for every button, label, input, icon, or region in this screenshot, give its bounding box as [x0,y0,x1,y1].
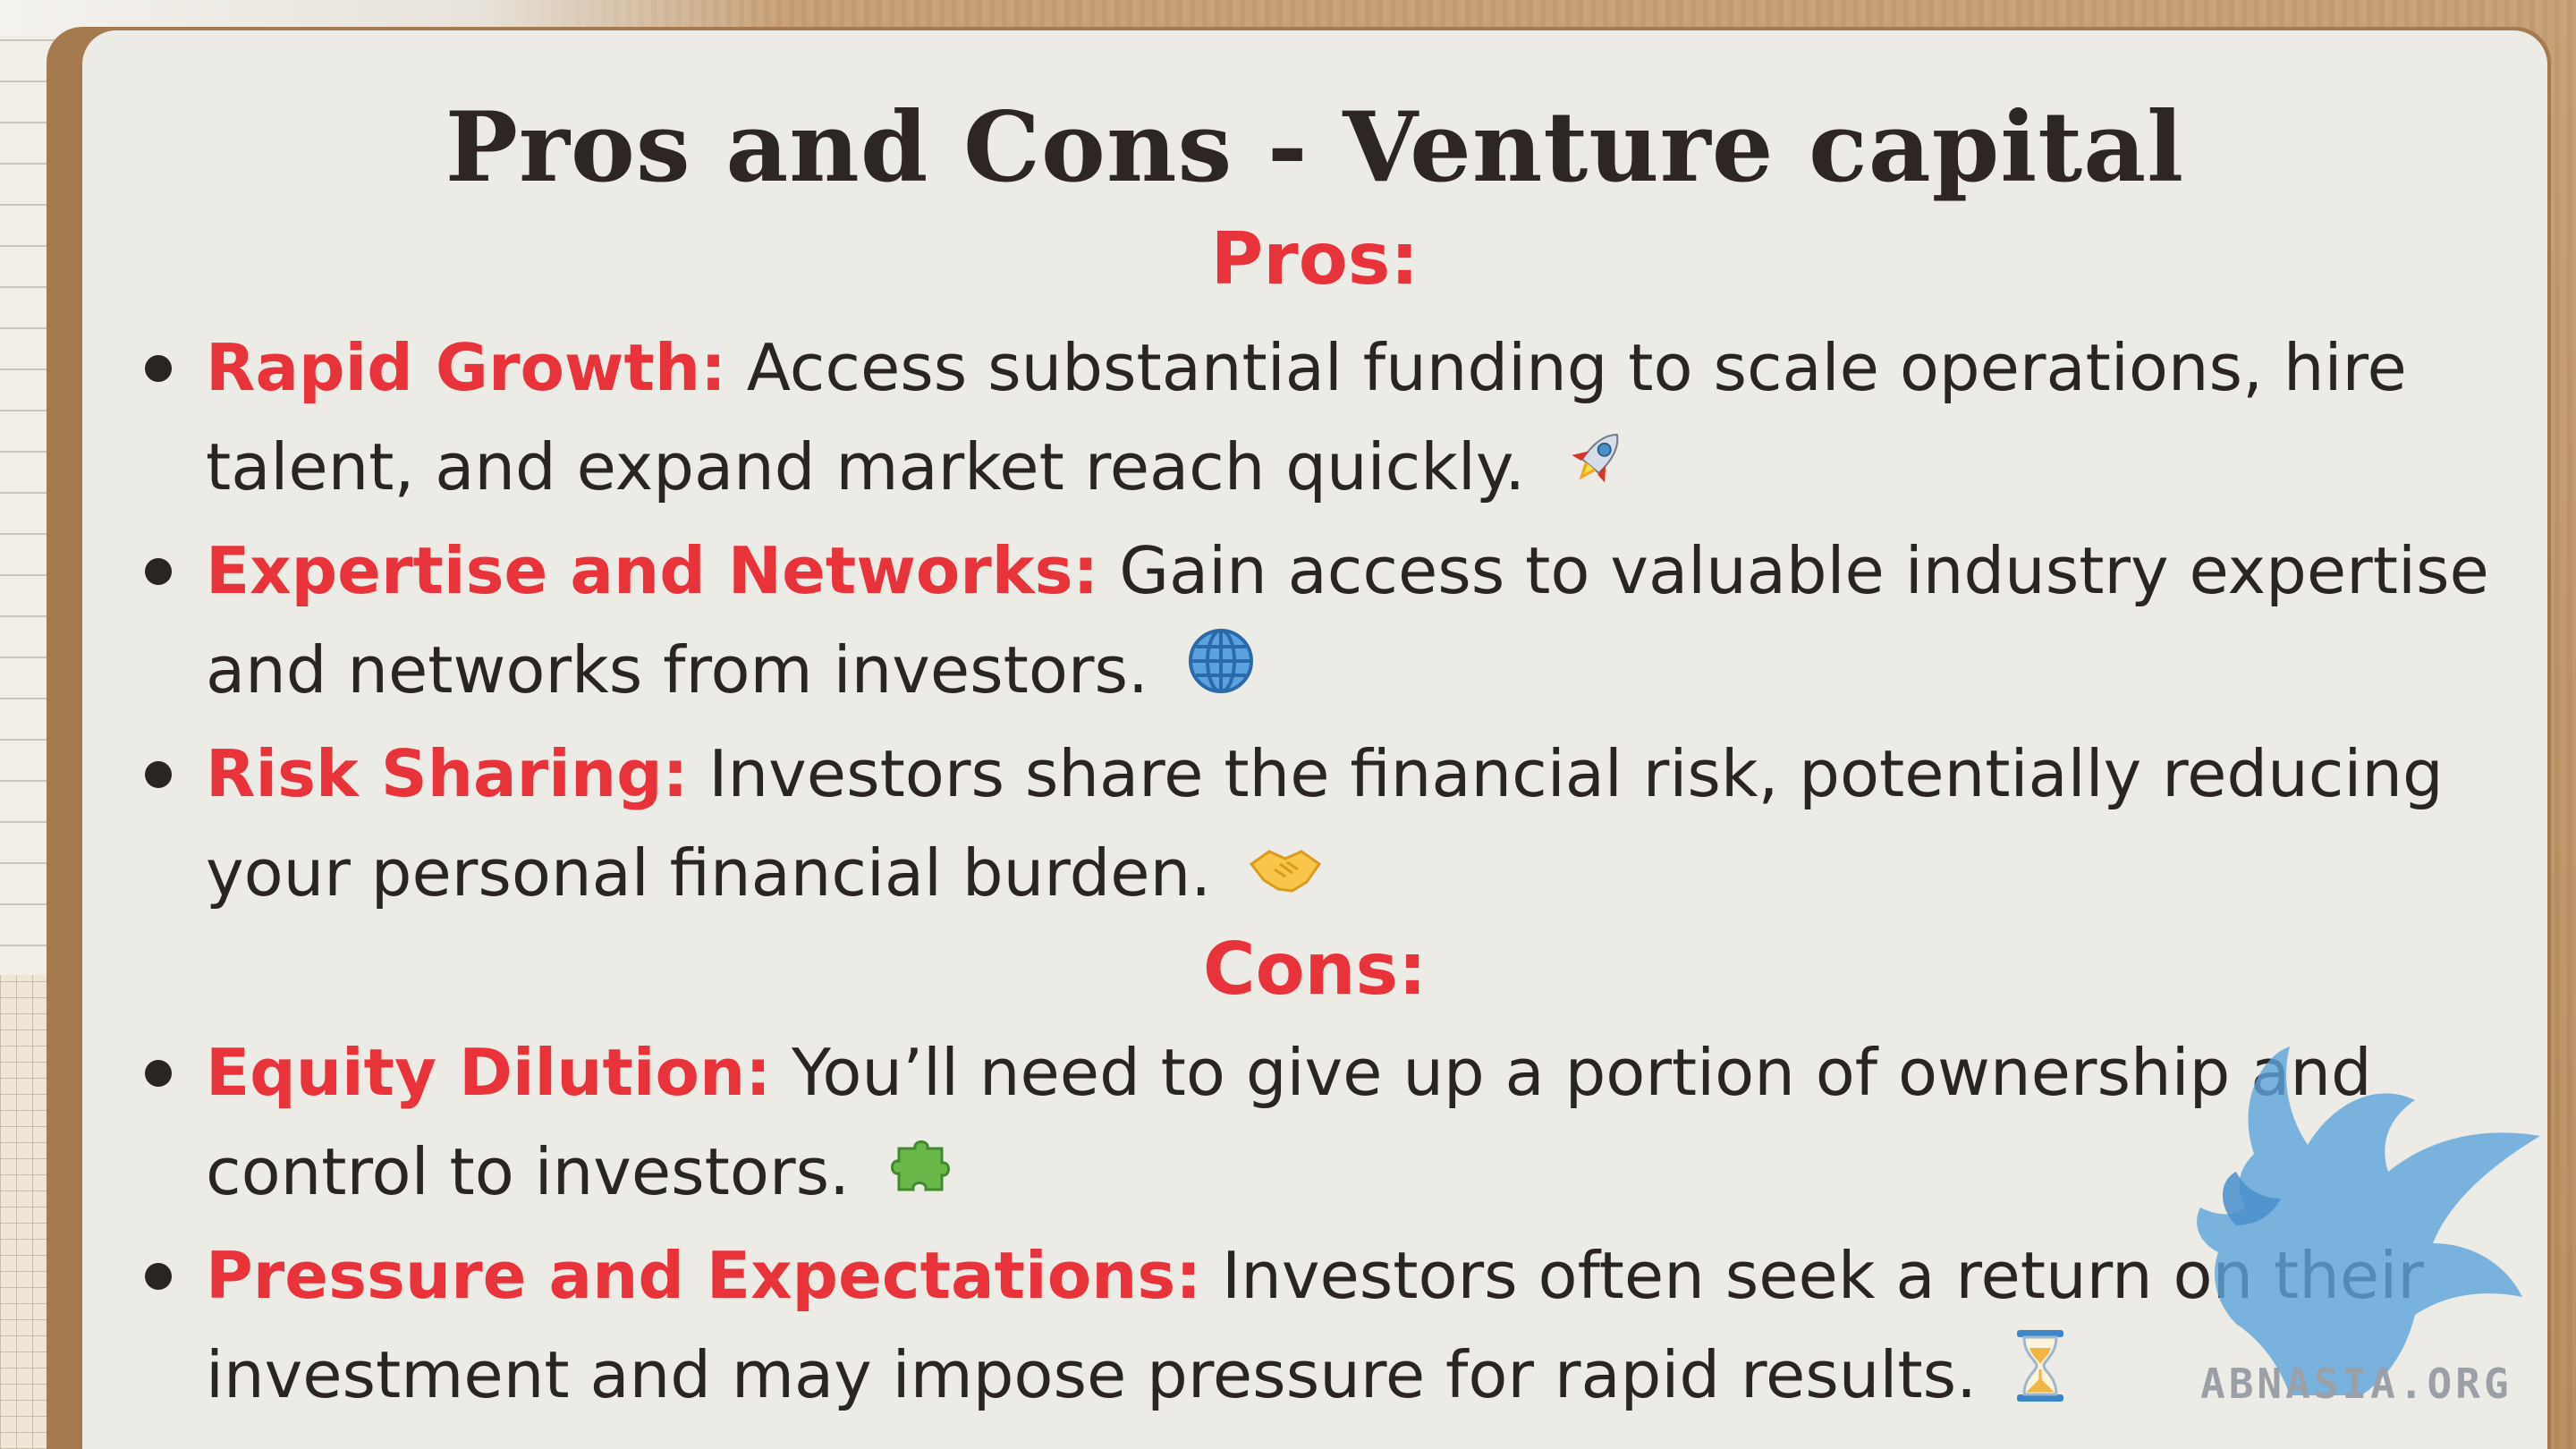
rocket-icon [1562,422,1633,521]
pros-item-rapid-growth: Rapid Growth: Access substantial funding… [134,318,2522,521]
pros-description: Gain access to valuable industry experti… [206,532,2489,708]
pros-heading: Pros: [1210,217,1419,301]
pros-list: Rapid Growth: Access substantial funding… [134,318,2522,928]
bullet-icon [145,760,172,788]
cons-list: Equity Dilution: You’ll need to give up … [134,1023,2522,1431]
griffin-logo-icon [2182,1046,2567,1440]
bullet-icon [145,355,172,382]
cons-heading: Cons: [1202,928,1428,1011]
pros-term: Expertise and Networks: [206,532,1099,608]
pros-description: Investors share the financial risk, pote… [206,735,2444,911]
bullet-icon [145,557,172,585]
hourglass-icon [2013,1328,2067,1431]
globe-icon [1185,625,1257,724]
pros-item-risk-sharing: Risk Sharing: Investors share the financ… [134,724,2522,928]
cons-item-equity-dilution: Equity Dilution: You’ll need to give up … [134,1023,2522,1226]
page-title: Pros and Cons - Venture capital [445,91,2185,204]
puzzle-icon [886,1127,958,1226]
content-card [82,30,2547,1449]
cons-description: You’ll need to give up a portion of owne… [206,1035,2372,1209]
pros-term: Risk Sharing: [206,735,689,811]
cons-item-pressure-expectations: Pressure and Expectations: Investors oft… [134,1226,2522,1431]
bullet-icon [145,1262,172,1290]
cons-term: Pressure and Expectations: [206,1237,1202,1313]
watermark-text: ABNASIA.ORG [2200,1360,2512,1408]
pros-item-expertise-networks: Expertise and Networks: Gain access to v… [134,521,2522,724]
pros-term: Rapid Growth: [206,330,726,405]
pros-description: Access substantial funding to scale oper… [206,330,2407,504]
cons-term: Equity Dilution: [206,1035,772,1110]
bullet-icon [145,1060,172,1087]
handshake-icon [1248,828,1323,928]
